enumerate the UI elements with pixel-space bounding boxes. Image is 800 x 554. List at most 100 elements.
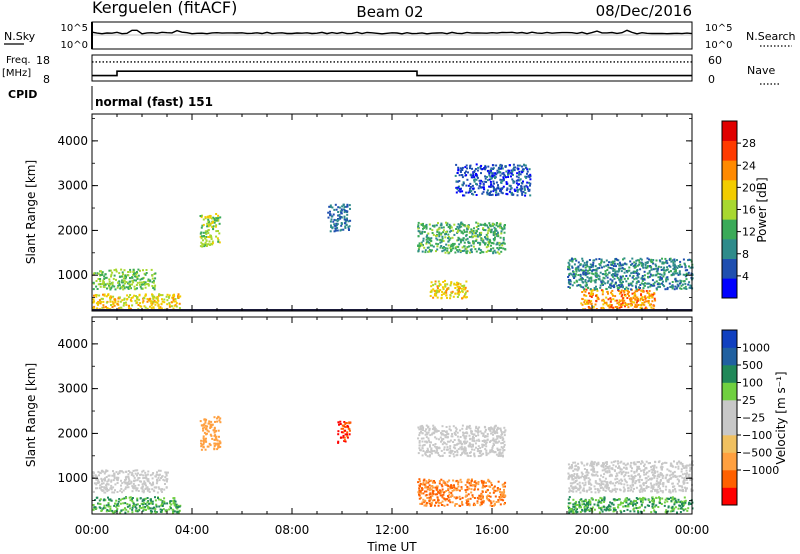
echo-cell xyxy=(344,440,347,443)
echo-cell xyxy=(665,280,668,283)
echo-cell xyxy=(673,266,676,269)
echo-cell xyxy=(442,249,445,252)
echo-cell xyxy=(613,277,616,280)
echo-cell xyxy=(588,499,591,502)
echo-cell xyxy=(468,434,471,437)
echo-cell xyxy=(441,454,444,457)
echo-cell xyxy=(441,504,444,506)
echo-cell xyxy=(422,444,425,447)
echo-cell xyxy=(662,275,665,278)
echo-cell xyxy=(671,505,674,508)
echo-cell xyxy=(596,471,599,474)
echo-cell xyxy=(477,455,480,458)
echo-cell xyxy=(450,243,453,246)
echo-cell xyxy=(502,241,505,244)
echo-cell xyxy=(421,432,424,435)
echo-cell xyxy=(622,275,624,278)
echo-cell xyxy=(204,421,207,424)
echo-cell xyxy=(467,503,469,506)
echo-cell xyxy=(142,502,145,505)
echo-cell xyxy=(166,479,168,482)
echo-cell xyxy=(436,245,439,248)
echo-cell xyxy=(490,171,493,174)
echo-cell xyxy=(663,271,666,274)
echo-cell xyxy=(102,478,105,481)
echo-cell xyxy=(125,470,128,473)
echo-cell xyxy=(175,506,178,509)
echo-cell xyxy=(492,168,495,170)
echo-cell xyxy=(132,483,135,485)
echo-cell xyxy=(438,233,441,236)
echo-cell xyxy=(490,190,492,193)
echo-cell xyxy=(582,281,585,284)
echo-cell xyxy=(484,242,487,245)
echo-cell xyxy=(122,277,125,280)
echo-cell xyxy=(94,294,97,297)
echo-cell xyxy=(135,271,138,273)
echo-cell xyxy=(424,453,427,456)
echo-cell xyxy=(488,178,491,181)
echo-cell xyxy=(110,479,113,482)
echo-cell xyxy=(659,285,661,288)
echo-cell xyxy=(631,271,634,274)
echo-cell xyxy=(437,222,439,225)
echo-cell xyxy=(162,478,165,481)
echo-cell xyxy=(449,237,452,240)
echo-cell xyxy=(643,274,646,277)
echo-cell xyxy=(568,264,571,267)
echo-cell xyxy=(141,301,144,304)
echo-cell xyxy=(467,498,470,501)
echo-cell xyxy=(595,272,598,275)
echo-cell xyxy=(460,230,463,233)
echo-cell xyxy=(129,270,132,273)
echo-cell xyxy=(584,264,587,267)
echo-cell xyxy=(635,507,638,510)
echo-cell xyxy=(96,487,99,490)
echo-cell xyxy=(477,225,480,227)
power-colorbar-label: Power [dB] xyxy=(755,177,769,242)
echo-cell xyxy=(472,445,474,448)
echo-cell xyxy=(629,274,631,277)
echo-cell xyxy=(523,187,526,190)
echo-cell xyxy=(638,461,640,463)
echo-cell xyxy=(204,448,207,451)
echo-cell xyxy=(158,479,161,482)
echo-cell xyxy=(638,497,641,500)
echo-cell xyxy=(430,237,433,240)
echo-cell xyxy=(466,228,469,231)
echo-cell xyxy=(434,427,437,430)
echo-cell xyxy=(576,511,579,513)
echo-cell xyxy=(432,489,435,492)
echo-cell xyxy=(131,296,134,299)
echo-cell xyxy=(601,290,604,293)
echo-cell xyxy=(466,227,469,230)
echo-cell xyxy=(480,250,483,253)
echo-cell xyxy=(482,239,485,242)
echo-cell xyxy=(132,281,135,284)
echo-cell xyxy=(424,485,427,488)
echo-cell xyxy=(97,480,100,483)
echo-cell xyxy=(585,509,588,511)
echo-cell xyxy=(617,462,620,465)
echo-cell xyxy=(442,438,445,441)
echo-cell xyxy=(479,252,482,254)
echo-cell xyxy=(432,424,435,427)
echo-cell xyxy=(661,277,663,280)
echo-cell xyxy=(486,498,489,501)
echo-cell xyxy=(636,280,639,283)
echo-cell xyxy=(623,500,626,503)
echo-cell xyxy=(596,295,599,298)
echo-cell xyxy=(440,449,443,452)
echo-cell xyxy=(441,500,444,503)
echo-cell xyxy=(347,220,350,223)
noise-right-tick-bottom: 10^0 xyxy=(705,40,732,51)
echo-cell xyxy=(474,168,477,170)
echo-cell xyxy=(623,277,626,280)
echo-cell xyxy=(687,271,690,274)
echo-cell xyxy=(212,225,215,228)
echo-cell xyxy=(127,287,130,290)
power-colorbar-tick: 12 xyxy=(742,226,756,239)
echo-cell xyxy=(518,164,521,167)
echo-cell xyxy=(476,501,479,504)
echo-cell xyxy=(627,292,630,295)
